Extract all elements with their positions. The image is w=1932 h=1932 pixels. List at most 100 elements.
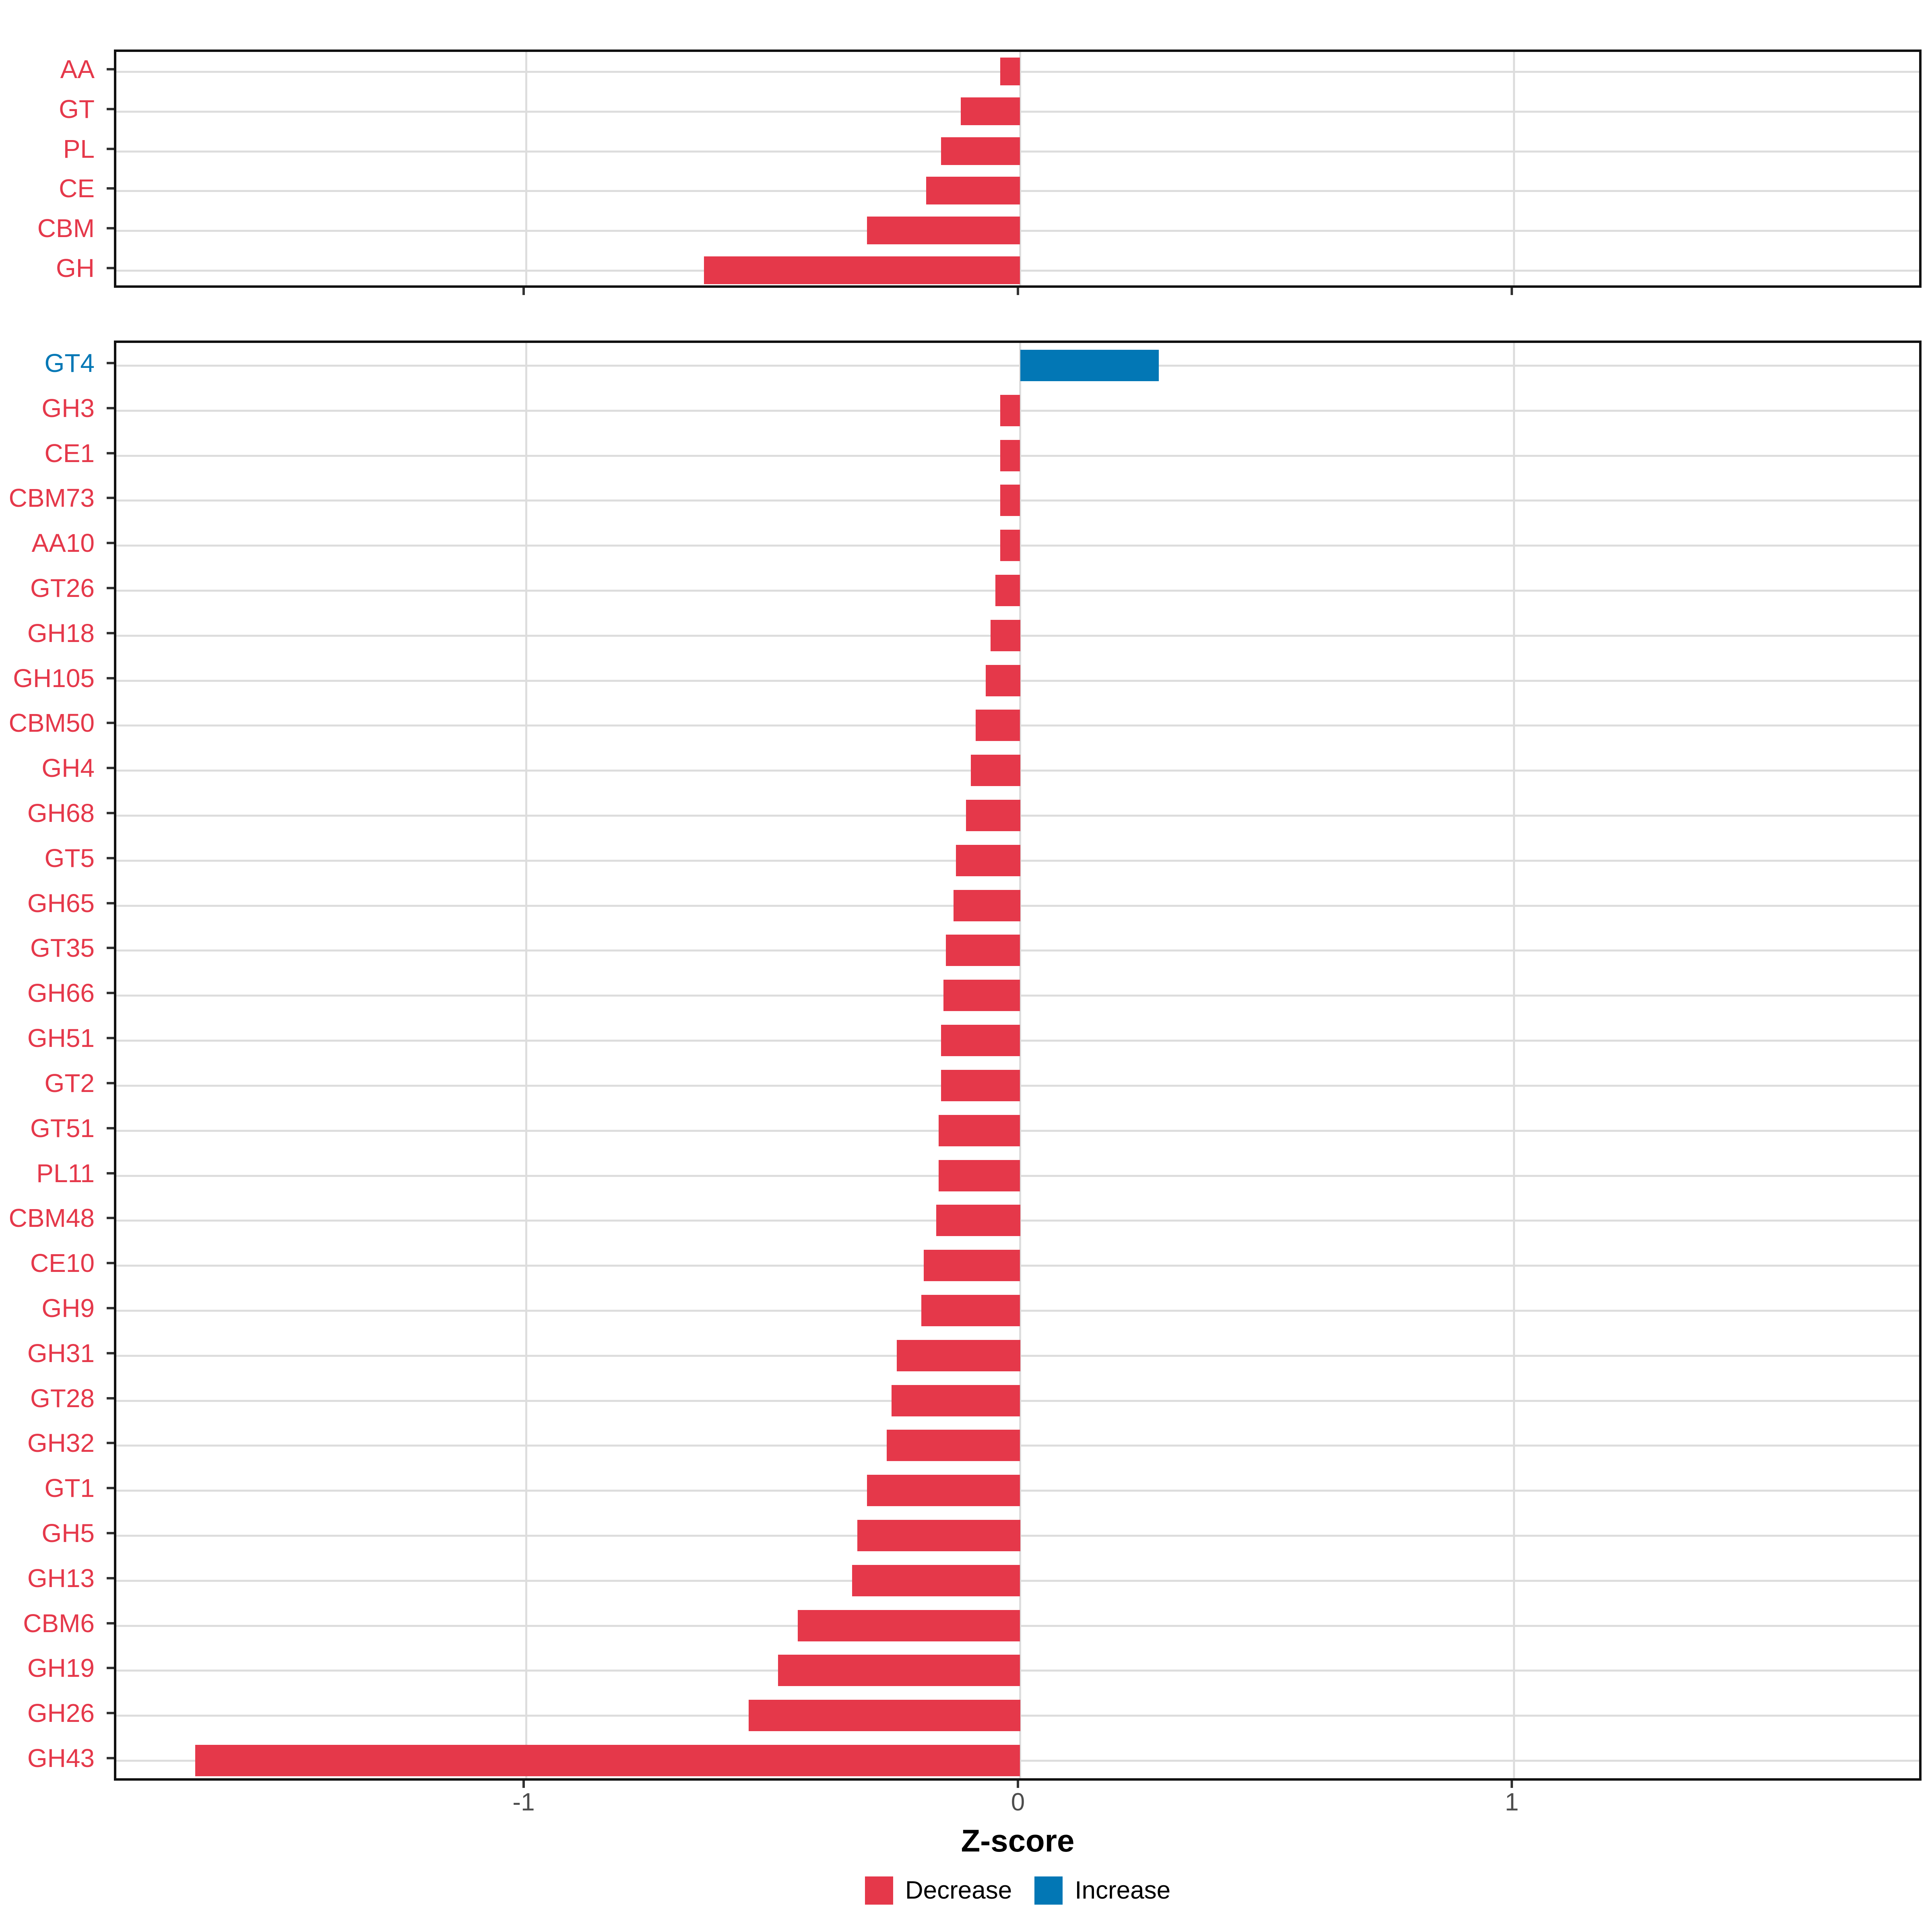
y-tick <box>107 1037 114 1039</box>
y-tick <box>107 1442 114 1444</box>
legend: Decrease Increase <box>114 1872 1922 1909</box>
y-tick <box>107 902 114 904</box>
x-tick <box>1511 288 1513 295</box>
bar-GT <box>961 97 1020 125</box>
y-axis-label-AA10: AA10 <box>31 528 95 557</box>
y-tick <box>107 452 114 454</box>
y-axis-label-PL11: PL11 <box>36 1159 95 1188</box>
x-tick <box>522 1781 525 1788</box>
bar-GH26 <box>749 1700 1020 1731</box>
y-tick <box>107 947 114 949</box>
y-tick <box>107 148 114 150</box>
y-tick <box>107 1082 114 1084</box>
y-axis-label-GT: GT <box>59 95 95 124</box>
y-tick <box>107 407 114 409</box>
x-tick-label--1: -1 <box>512 1788 535 1816</box>
y-tick <box>107 722 114 724</box>
y-axis-label-GH66: GH66 <box>27 978 95 1007</box>
bar-GH65 <box>954 890 1020 921</box>
y-axis-label-CBM73: CBM73 <box>8 483 95 512</box>
y-tick <box>107 108 114 110</box>
legend-label-decrease: Decrease <box>905 1876 1012 1904</box>
y-axis-label-GH68: GH68 <box>27 799 95 828</box>
bar-AA10 <box>1000 530 1020 561</box>
y-axis-label-GH65: GH65 <box>27 889 95 918</box>
gridline-v <box>1513 52 1515 285</box>
bar-CBM48 <box>936 1205 1020 1236</box>
y-tick <box>107 1667 114 1669</box>
gridline-v <box>1019 52 1021 285</box>
bar-GH68 <box>966 800 1020 831</box>
bar-CBM73 <box>1000 485 1020 516</box>
x-tick-label-1: 1 <box>1505 1788 1519 1816</box>
x-tick <box>1017 1781 1019 1788</box>
y-axis-label-GH26: GH26 <box>27 1699 95 1728</box>
bar-PL11 <box>939 1160 1020 1191</box>
y-tick <box>107 857 114 859</box>
legend-swatch-decrease <box>865 1876 893 1905</box>
bar-GH32 <box>887 1430 1020 1461</box>
y-axis-label-GH9: GH9 <box>41 1294 95 1323</box>
bar-CE10 <box>924 1250 1020 1281</box>
bar-GT2 <box>941 1070 1020 1101</box>
y-axis-label-GT26: GT26 <box>30 574 95 603</box>
y-tick <box>107 362 114 364</box>
gridline-v <box>525 52 527 285</box>
gridline-h <box>116 365 1919 367</box>
y-axis-label-GH18: GH18 <box>27 619 95 648</box>
bar-GH5 <box>857 1520 1020 1551</box>
legend-item-increase: Increase <box>1034 1876 1170 1905</box>
y-axis-label-CE1: CE1 <box>44 439 95 468</box>
y-axis-label-GH: GH <box>56 254 95 283</box>
bar-AA <box>1000 58 1020 85</box>
y-tick <box>107 497 114 499</box>
y-axis-label-GH105: GH105 <box>13 664 95 693</box>
bar-GT51 <box>939 1115 1020 1146</box>
y-axis-label-GT1: GT1 <box>44 1474 95 1503</box>
y-axis-label-GH32: GH32 <box>27 1428 95 1457</box>
x-tick <box>522 288 525 295</box>
y-tick <box>107 68 114 70</box>
bar-GH4 <box>971 755 1020 786</box>
x-tick <box>1017 288 1019 295</box>
bar-GT35 <box>946 935 1020 966</box>
bar-PL <box>941 137 1020 165</box>
y-axis-label-GH3: GH3 <box>41 394 95 423</box>
bar-GT5 <box>956 845 1020 876</box>
y-axis-label-PL: PL <box>63 134 95 163</box>
y-axis-label-GT28: GT28 <box>30 1384 95 1413</box>
bar-GH105 <box>986 665 1020 696</box>
bar-CBM6 <box>798 1610 1020 1641</box>
y-tick <box>107 677 114 679</box>
y-tick <box>107 1217 114 1219</box>
y-tick <box>107 1262 114 1264</box>
y-axis-label-GH5: GH5 <box>41 1519 95 1548</box>
bar-GH3 <box>1000 395 1020 426</box>
y-tick <box>107 1577 114 1579</box>
y-tick <box>107 1712 114 1714</box>
y-axis-label-CE: CE <box>59 174 95 203</box>
bar-GH19 <box>778 1655 1020 1686</box>
y-axis-label-GH4: GH4 <box>41 753 95 782</box>
y-tick <box>107 1397 114 1399</box>
legend-item-decrease: Decrease <box>865 1876 1012 1905</box>
y-tick <box>107 1307 114 1309</box>
bar-GH9 <box>921 1295 1020 1326</box>
bar-GT4 <box>1020 350 1159 381</box>
y-tick <box>107 1172 114 1174</box>
top-panel <box>114 50 1922 288</box>
x-tick <box>1511 1781 1513 1788</box>
bar-GH31 <box>897 1340 1020 1371</box>
bar-GH <box>704 256 1020 284</box>
y-axis-label-GT35: GT35 <box>30 933 95 962</box>
y-axis-label-CBM48: CBM48 <box>8 1203 95 1232</box>
y-tick <box>107 267 114 269</box>
bar-CBM50 <box>976 710 1020 741</box>
legend-swatch-increase <box>1034 1876 1063 1905</box>
y-axis-label-CBM: CBM <box>37 214 95 243</box>
y-tick <box>107 1757 114 1759</box>
gridline-v <box>1019 343 1021 1778</box>
bar-GH51 <box>941 1025 1020 1056</box>
bar-GH66 <box>943 980 1020 1011</box>
